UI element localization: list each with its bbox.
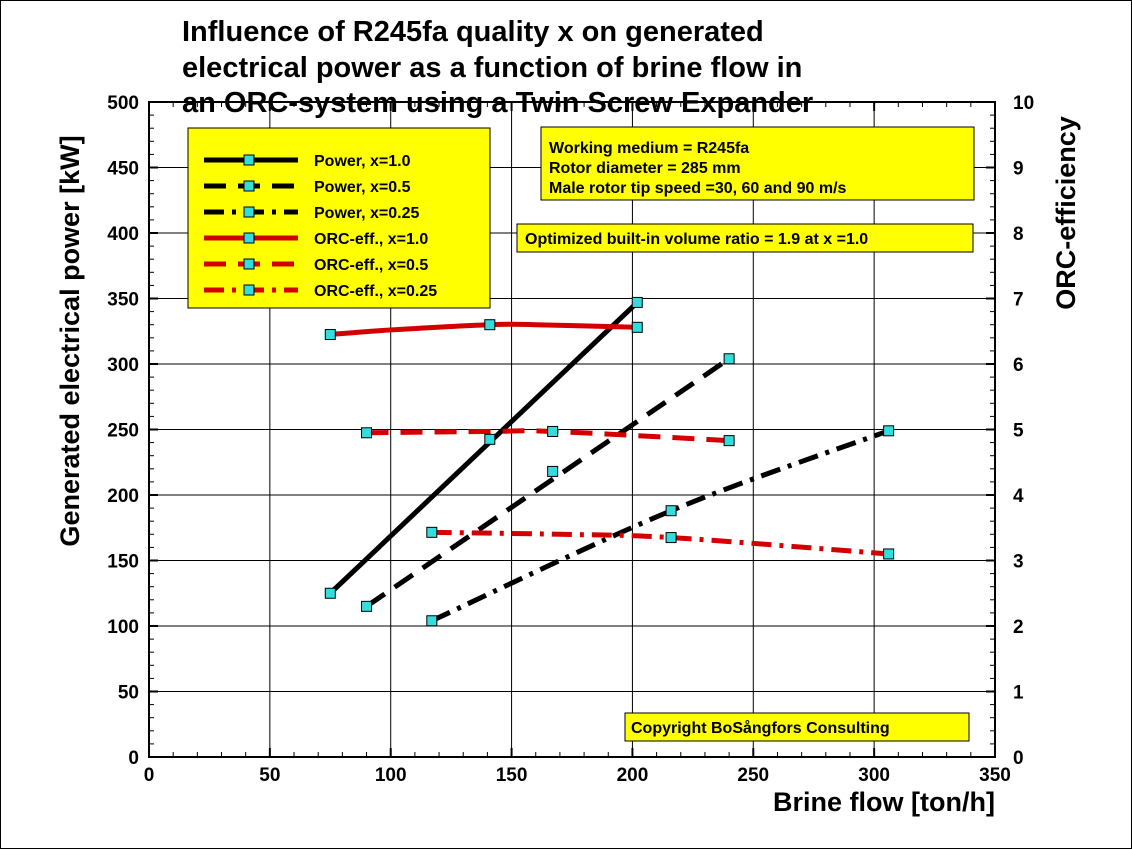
series-3-marker	[883, 425, 895, 437]
x-tick-label: 150	[496, 765, 528, 786]
title-line-1: Influence of R245fa quality x on generat…	[182, 16, 764, 48]
chart-title: Influence of R245fa quality x on generat…	[182, 16, 813, 119]
y-tick-label: 450	[107, 159, 139, 180]
legend-marker-1	[243, 154, 255, 166]
legend-label-4: ORC-eff., x=1.0	[314, 231, 428, 248]
legend-label-3: Power, x=0.25	[314, 205, 420, 222]
series-4-marker	[484, 319, 496, 331]
medium-note-bg	[540, 126, 975, 201]
series-6-marker	[665, 532, 677, 544]
y2-tick-label: 0	[1013, 748, 1024, 769]
x-tick-label: 250	[737, 765, 769, 786]
series-5-marker	[723, 435, 735, 447]
copyright-text: Copyright BoSångfors Consulting	[631, 719, 890, 737]
medium-note-line-1: Working medium = R245fa	[549, 140, 749, 157]
series-1-marker	[324, 587, 336, 599]
ratio-note-box: Optimized built-in volume ratio = 1.9 at…	[516, 223, 974, 253]
x-tick-label: 200	[617, 765, 649, 786]
y-tick-label: 150	[107, 552, 139, 573]
series-line-4	[330, 321, 638, 338]
y-tick-label: 500	[107, 93, 139, 114]
series-5-marker	[361, 427, 373, 439]
copyright-box: Copyright BoSångfors Consulting	[624, 712, 970, 742]
series-4-marker	[631, 321, 643, 333]
series-lines	[328, 300, 890, 624]
series-line-6	[431, 529, 889, 557]
y2-tick-label: 1	[1013, 683, 1024, 704]
y-tick-label: 100	[107, 617, 139, 638]
title-line-2: electrical power as a function of brine …	[182, 52, 802, 84]
series-5-marker	[547, 425, 559, 437]
legend-marker-2	[243, 180, 255, 192]
x-tick-label: 300	[858, 765, 890, 786]
y-axis-title: Generated electrical power [kW]	[55, 135, 85, 546]
series-1-marker	[631, 296, 643, 308]
series-6-marker	[426, 526, 438, 538]
medium-note-line-3: Male rotor tip speed =30, 60 and 90 m/s	[549, 180, 847, 197]
y-tick-label: 0	[128, 748, 139, 769]
medium-note-box: Working medium = R245fa Rotor diameter =…	[540, 126, 975, 201]
legend: Power, x=1.0 Power, x=0.5 Power, x=0.25 ORC…	[187, 127, 491, 309]
legend-marker-4	[243, 232, 255, 244]
y-tick-label: 300	[107, 355, 139, 376]
series-2-marker	[547, 465, 559, 477]
y-tick-label: 50	[118, 683, 139, 704]
series-5-marker	[484, 433, 496, 445]
y2-tick-label: 10	[1013, 93, 1034, 114]
series-line-2	[365, 356, 731, 609]
series-2-marker	[361, 600, 373, 612]
legend-marker-3	[243, 206, 255, 218]
x-tick-label: 0	[144, 765, 155, 786]
y2-tick-label: 5	[1013, 421, 1024, 442]
series-4-marker	[324, 329, 336, 341]
y2-tick-label: 6	[1013, 355, 1024, 376]
ratio-note-bg	[516, 223, 974, 253]
y2-tick-label: 7	[1013, 290, 1024, 311]
series-3-marker	[426, 615, 438, 627]
series-3-marker	[665, 505, 677, 517]
legend-marker-6	[243, 284, 255, 296]
x-tick-label: 350	[979, 765, 1011, 786]
series-markers	[324, 296, 895, 627]
medium-note-line-2: Rotor diameter = 285 mm	[549, 160, 741, 177]
x-tick-label: 50	[259, 765, 280, 786]
y-tick-label: 200	[107, 486, 139, 507]
x-tick-label: 100	[375, 765, 407, 786]
legend-label-6: ORC-eff., x=0.25	[314, 283, 437, 300]
x-axis-title: Brine flow [ton/h]	[773, 787, 995, 817]
legend-marker-5	[243, 258, 255, 270]
series-line-5	[366, 428, 730, 444]
series-6-marker	[883, 548, 895, 560]
y2-tick-label: 3	[1013, 552, 1024, 573]
y-tick-label: 250	[107, 421, 139, 442]
axis-ticks: 0 50 100 150 200 250 300 3500501001502002503003…	[107, 93, 1034, 786]
y2-tick-label: 8	[1013, 224, 1024, 245]
y2-tick-label: 9	[1013, 159, 1024, 180]
series-2-marker	[723, 353, 735, 365]
ratio-note-text: Optimized built-in volume ratio = 1.9 at…	[525, 231, 868, 248]
series-line-3	[430, 428, 890, 624]
series-line-1	[328, 300, 639, 596]
y2-axis-title: ORC-efficiency	[1051, 116, 1081, 310]
y2-tick-label: 2	[1013, 617, 1024, 638]
y2-tick-label: 4	[1013, 486, 1024, 507]
y-tick-label: 350	[107, 290, 139, 311]
legend-label-1: Power, x=1.0	[314, 153, 411, 170]
copyright-bg	[624, 712, 970, 742]
legend-label-5: ORC-eff., x=0.5	[314, 257, 428, 274]
y-tick-label: 400	[107, 224, 139, 245]
legend-label-2: Power, x=0.5	[314, 179, 411, 196]
